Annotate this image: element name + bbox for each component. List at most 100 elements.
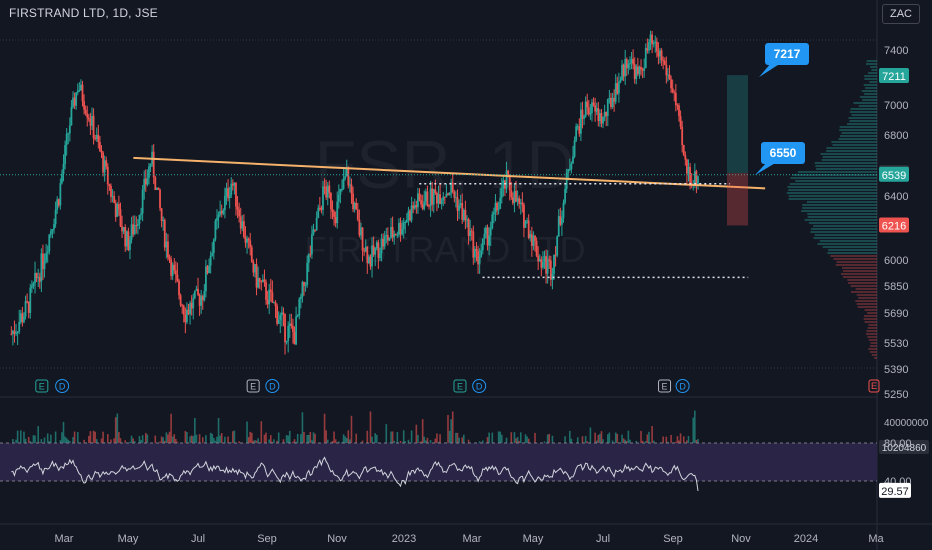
candle-body <box>37 277 39 278</box>
candle-body <box>85 110 87 114</box>
volume-profile-bar <box>811 228 877 230</box>
candle-body <box>533 236 535 246</box>
candle-body <box>270 290 272 293</box>
candle-body <box>29 288 31 313</box>
volume-profile-bar <box>865 321 877 323</box>
candle-body <box>651 35 653 45</box>
candle-body <box>615 83 617 102</box>
candle-body <box>44 261 46 269</box>
candle-body <box>332 209 334 212</box>
candle-body <box>602 117 604 123</box>
candle-body <box>483 234 485 239</box>
candle-body <box>395 234 397 235</box>
candle-body <box>675 93 677 105</box>
candle-body <box>227 188 229 198</box>
candle-body <box>658 51 660 56</box>
candle-body <box>677 105 679 106</box>
candle-body <box>317 208 319 218</box>
candle-body <box>324 187 326 188</box>
volume-profile-bar <box>827 252 877 254</box>
candle-body <box>510 190 512 197</box>
candle-body <box>425 192 427 202</box>
candle-body <box>670 79 672 88</box>
candle-body <box>493 212 495 214</box>
candle-body <box>104 160 106 172</box>
price-axis[interactable]: 7400 7000 6800 6400 6000 5850 5690 5530 5390 5250… <box>879 45 929 498</box>
volume-profile-bar <box>849 120 877 122</box>
event-marker-label: E <box>250 382 256 392</box>
currency-button[interactable]: ZAC <box>882 4 920 24</box>
candle-body <box>188 310 190 315</box>
candle-body <box>181 305 183 306</box>
time-tick: Sep <box>257 533 277 545</box>
candle-body <box>31 286 33 288</box>
volume-profile-bar <box>851 291 877 293</box>
candle-body <box>626 59 628 68</box>
candle-body <box>351 185 353 194</box>
candle-body <box>107 167 109 184</box>
rsi-tick: 80.00 <box>884 438 912 450</box>
volume-profile-bar <box>838 138 877 140</box>
candle-body <box>243 221 245 237</box>
candle-body <box>64 145 66 164</box>
volume-profile-bar <box>787 192 877 194</box>
candle-body <box>384 236 386 247</box>
candle-body <box>536 241 538 256</box>
candle-body <box>63 164 65 174</box>
candle-body <box>309 254 311 255</box>
candle-body <box>28 302 30 313</box>
candle-body <box>417 193 419 207</box>
candle-body <box>618 82 620 93</box>
candle-body <box>143 179 145 190</box>
candle-body <box>427 192 429 206</box>
candle-body <box>377 242 379 258</box>
candle-body <box>93 116 95 138</box>
candle-body <box>512 197 514 203</box>
candle-body <box>400 223 402 234</box>
candle-body <box>643 68 645 71</box>
candle-body <box>665 65 667 76</box>
time-axis[interactable]: Mar May Jul Sep Nov 2023 Mar May Jul Sep Nov 2024 Ma <box>55 533 885 545</box>
volume-profile-bar <box>857 303 877 305</box>
candle-body <box>116 204 118 217</box>
candle-body <box>140 213 142 214</box>
candle-body <box>577 126 579 127</box>
candle-body <box>33 283 35 286</box>
volume-profile-bar <box>852 114 877 116</box>
volume-profile-bar <box>836 264 877 266</box>
candle-body <box>148 167 150 178</box>
volume-profile-bar <box>816 168 877 170</box>
time-tick: Ma <box>868 533 884 545</box>
volume-profile-bar <box>869 339 877 341</box>
candle-body <box>222 210 224 214</box>
candle-body <box>547 259 549 273</box>
candle-body <box>401 229 403 234</box>
candle-body <box>137 224 139 226</box>
candle-body <box>199 295 201 306</box>
candle-body <box>52 229 54 231</box>
rsi-pane[interactable] <box>0 443 877 491</box>
volume-profile-bar <box>790 183 877 185</box>
candle-body <box>308 254 310 262</box>
volume-profile-bar <box>843 270 877 272</box>
position-stop-zone <box>727 173 748 225</box>
candle-body <box>420 200 422 204</box>
candle-body <box>338 195 340 202</box>
volume-profile-bar <box>787 186 877 188</box>
candle-body <box>673 92 675 93</box>
volume-profile-bar <box>858 297 877 299</box>
candle-body <box>177 275 179 281</box>
candle-body <box>471 231 473 232</box>
volume-profile-bar <box>807 201 877 203</box>
candle-body <box>480 250 482 257</box>
symbol-header: FIRSTRAND LTD, 1D, JSE <box>9 6 158 20</box>
candle-body <box>358 220 360 235</box>
volume-profile-bar <box>847 279 877 281</box>
volume-profile-bar <box>856 288 877 290</box>
price-label: 6539 <box>882 170 906 182</box>
candle-body <box>131 224 133 239</box>
time-tick: 2023 <box>392 533 416 545</box>
event-marker-label: E <box>39 382 45 392</box>
candle-body <box>210 256 212 266</box>
